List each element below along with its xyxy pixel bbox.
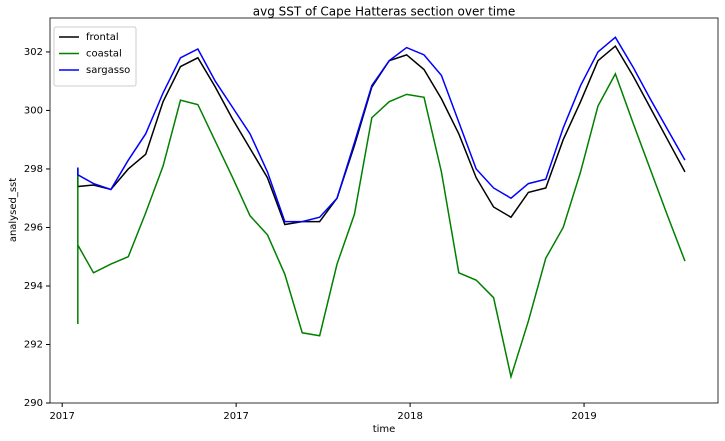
series-line [77,36,686,223]
x-tick-label: 2017 [223,411,248,422]
chart-title: avg SST of Cape Hatteras section over ti… [253,5,515,19]
y-tick-label: 296 [24,222,43,233]
y-tick-label: 298 [24,164,43,175]
legend: frontal coastal sargasso [53,26,137,87]
plot-frame [49,17,719,404]
y-tick-label: 292 [24,339,43,350]
x-axis-label: time [373,424,396,435]
y-tick-label: 300 [24,105,43,116]
series-line [77,72,686,380]
x-tick-label: 2019 [571,411,596,422]
legend-label: coastal [86,49,122,60]
legend-label: frontal [86,32,119,43]
y-tick-label: 290 [24,398,43,409]
y-tick-label: 302 [24,47,43,58]
y-tick-label: 294 [24,281,43,292]
y-axis-label: analysed_sst [8,178,19,242]
x-tick-label: 2017 [49,411,74,422]
x-tick-label: 2018 [397,411,422,422]
legend-label: sargasso [86,65,130,76]
legend-box [53,26,137,87]
